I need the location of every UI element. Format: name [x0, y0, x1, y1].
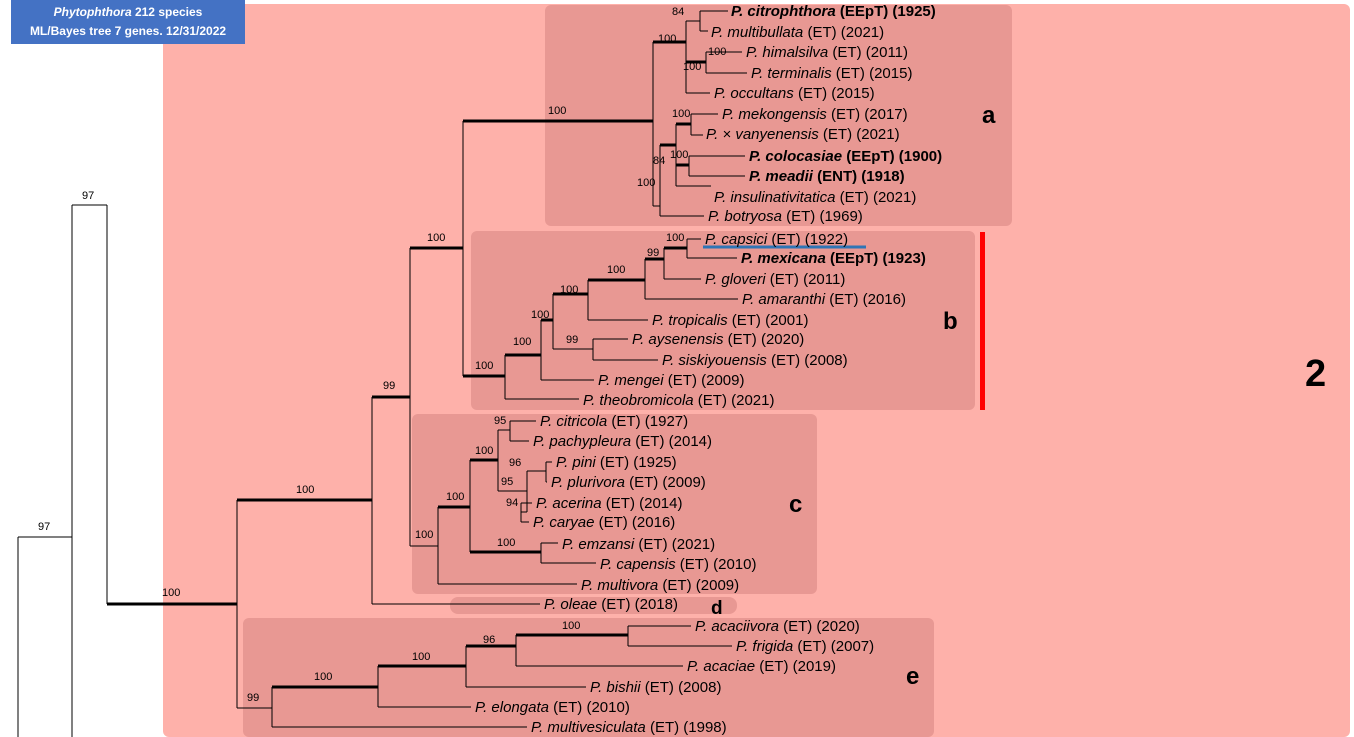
taxon-label-terminalis: P. terminalis (ET) (2015): [751, 65, 912, 82]
support-value: 94: [506, 497, 518, 509]
taxon-label-capensis: P. capensis (ET) (2010): [600, 556, 756, 573]
taxon-label-insulinativitatica: P. insulinativitatica (ET) (2021): [714, 189, 916, 206]
support-value: 99: [247, 692, 259, 704]
support-value: 100: [637, 177, 655, 189]
taxon-label-emzansi: P. emzansi (ET) (2021): [562, 536, 715, 553]
taxon-label-himalsilva: P. himalsilva (ET) (2011): [746, 44, 908, 61]
taxon-label-multivora: P. multivora (ET) (2009): [581, 577, 739, 594]
support-value: 100: [513, 336, 531, 348]
support-value: 100: [314, 671, 332, 683]
subclade-c-background: [412, 414, 817, 594]
support-value: 100: [672, 108, 690, 120]
taxon-label-pachypleura: P. pachypleura (ET) (2014): [533, 433, 712, 450]
support-value: 100: [162, 587, 180, 599]
taxon-label-acaciivora: P. acaciivora (ET) (2020): [695, 618, 860, 635]
support-value: 99: [647, 247, 659, 259]
taxon-label-bishii: P. bishii (ET) (2008): [590, 679, 721, 696]
support-value: 96: [483, 634, 495, 646]
taxon-label-occultans: P. occultans (ET) (2015): [714, 85, 875, 102]
tree-branches: [17, 10, 747, 737]
support-value: 99: [566, 334, 578, 346]
support-value: 100: [683, 61, 701, 73]
taxon-label-gloveri: P. gloveri (ET) (2011): [705, 271, 845, 288]
support-value: 96: [509, 457, 521, 469]
support-value: 97: [38, 521, 50, 533]
support-value: 100: [296, 484, 314, 496]
taxa-labels: P. citrophthora (EEpT) (1925) P. multibul…: [475, 3, 942, 736]
genus-name: Phytophthora: [53, 5, 132, 19]
support-value: 100: [560, 284, 578, 296]
clade-label: 2: [1305, 353, 1326, 395]
support-value: 84: [672, 6, 684, 18]
support-value: 95: [501, 476, 513, 488]
support-value: 100: [607, 264, 625, 276]
taxon-label-multibullata: P. multibullata (ET) (2021): [711, 24, 884, 41]
taxon-label-aysenensis: P. aysenensis (ET) (2020): [632, 331, 804, 348]
support-value: 100: [412, 651, 430, 663]
subclade-letter-d: d: [711, 598, 723, 619]
taxon-label-meadii: P. meadii (ENT) (1918): [749, 168, 905, 185]
subclade-b-background: [471, 231, 975, 410]
taxon-label-capsici: P. capsici (ET) (1922): [705, 231, 848, 248]
support-values: 97 97 100 100 99 100 100 100 84 100 100 …: [38, 6, 726, 704]
taxon-label-oleae: P. oleae (ET) (2018): [544, 596, 678, 613]
taxon-label-theobromicola: P. theobromicola (ET) (2021): [583, 392, 774, 409]
taxon-label-elongata: P. elongata (ET) (2010): [475, 699, 630, 716]
subclade-letter-b: b: [943, 308, 958, 335]
taxon-label-siskiyouensis: P. siskiyouensis (ET) (2008): [662, 352, 848, 369]
taxon-label-colocasiae: P. colocasiae (EEpT) (1900): [749, 148, 942, 165]
highlight-red-bar: [980, 232, 985, 410]
taxon-label-botryosa: P. botryosa (ET) (1969): [708, 208, 863, 225]
support-value: 100: [548, 105, 566, 117]
support-value: 100: [531, 309, 549, 321]
taxon-label-mexicana: P. mexicana (EEpT) (1923): [741, 250, 926, 267]
support-value: 100: [427, 232, 445, 244]
taxon-label-mekongensis: P. mekongensis (ET) (2017): [722, 106, 908, 123]
taxon-label-amaranthi: P. amaranthi (ET) (2016): [742, 291, 906, 308]
taxon-label-mengei: P. mengei (ET) (2009): [598, 372, 744, 389]
support-value: 100: [670, 149, 688, 161]
taxon-label-frigida: P. frigida (ET) (2007): [736, 638, 874, 655]
taxon-label-plurivora: P. plurivora (ET) (2009): [551, 474, 706, 491]
subclade-d-background: [450, 597, 737, 614]
taxon-label-citrophthora: P. citrophthora (EEpT) (1925): [731, 3, 936, 20]
support-value: 84: [653, 155, 665, 167]
taxon-label-multivesiculata: P. multivesiculata (ET) (1998): [531, 719, 727, 736]
support-value: 99: [383, 380, 395, 392]
support-value: 97: [82, 190, 94, 202]
support-value: 100: [562, 620, 580, 632]
support-value: 100: [475, 445, 493, 457]
support-value: 100: [446, 491, 464, 503]
title-line-1: Phytophthora 212 species: [11, 3, 245, 22]
taxon-label-acerina: P. acerina (ET) (2014): [536, 495, 682, 512]
taxon-label-tropicalis: P. tropicalis (ET) (2001): [652, 312, 808, 329]
species-count: 212 species: [131, 5, 203, 19]
subclade-letter-e: e: [906, 663, 919, 690]
support-value: 100: [666, 232, 684, 244]
taxon-label-vanyenensis: P. × vanyenensis (ET) (2021): [706, 126, 900, 143]
subclade-letter-a: a: [982, 102, 996, 129]
support-value: 95: [494, 415, 506, 427]
support-value: 100: [415, 529, 433, 541]
taxon-label-pini: P. pini (ET) (1925): [556, 454, 677, 471]
support-value: 100: [658, 33, 676, 45]
taxon-label-acaciae: P. acaciae (ET) (2019): [687, 658, 836, 675]
subclade-letters: a b c d e: [711, 102, 996, 690]
subclade-letter-c: c: [789, 491, 802, 518]
taxon-label-caryae: P. caryae (ET) (2016): [533, 514, 675, 531]
taxon-label-citricola: P. citricola (ET) (1927): [540, 413, 688, 430]
subclade-a-background: [545, 5, 1012, 226]
support-value: 100: [497, 537, 515, 549]
support-value: 100: [475, 360, 493, 372]
title-line-2: ML/Bayes tree 7 genes. 12/31/2022: [29, 24, 227, 38]
support-value: 100: [708, 46, 726, 58]
title-box: Phytophthora 212 species ML/Bayes tree 7…: [11, 0, 245, 44]
